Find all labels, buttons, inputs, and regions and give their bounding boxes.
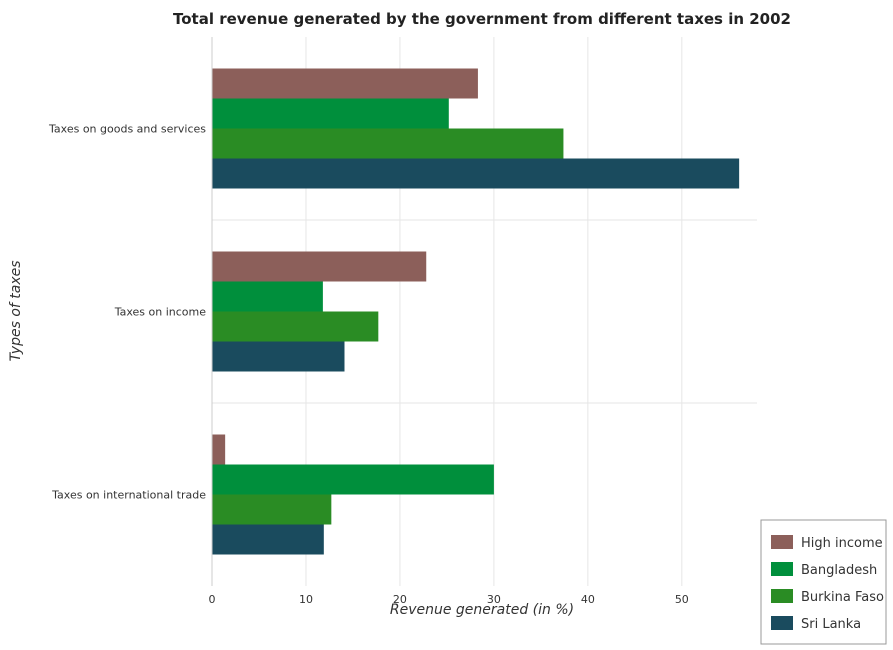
x-tick-label: 50: [675, 593, 689, 606]
legend-swatch: [771, 589, 793, 603]
bar-bangladesh: [212, 281, 323, 312]
legend-swatch: [771, 562, 793, 576]
x-axis-ticks: 0 10 20 30 40 50: [209, 593, 689, 606]
bar-burkina-faso: [212, 311, 379, 342]
bar-bangladesh: [212, 98, 449, 129]
y-category-label: Taxes on income: [114, 306, 207, 319]
x-axis-label: Revenue generated (in %): [390, 602, 574, 618]
bar-sri-lanka: [212, 341, 345, 372]
legend-label: Bangladesh: [801, 563, 877, 578]
bar-high-income: [212, 434, 226, 465]
legend-swatch: [771, 535, 793, 549]
bar-sri-lanka: [212, 524, 324, 555]
bar-sri-lanka: [212, 158, 740, 189]
legend-label: Sri Lanka: [801, 617, 861, 632]
chart-title: Total revenue generated by the governmen…: [173, 10, 791, 28]
legend-swatch: [771, 616, 793, 630]
bars: [212, 68, 740, 555]
legend-label: Burkina Faso: [801, 590, 884, 605]
bar-bangladesh: [212, 464, 494, 495]
x-tick-label: 10: [299, 593, 313, 606]
legend: High income Bangladesh Burkina Faso Sri Lan…: [760, 519, 887, 645]
y-axis-categories: Taxes on goods and services Taxes on inco…: [48, 123, 206, 502]
x-tick-label: 20: [393, 593, 407, 606]
x-tick-label: 30: [487, 593, 501, 606]
x-tick-label: 0: [209, 593, 216, 606]
bar-burkina-faso: [212, 128, 564, 159]
x-tick-label: 40: [581, 593, 595, 606]
bar-high-income: [212, 251, 427, 282]
legend-label: High income: [801, 536, 883, 551]
bar-burkina-faso: [212, 494, 332, 525]
bar-high-income: [212, 68, 478, 99]
y-category-label: Taxes on goods and services: [48, 123, 206, 136]
y-axis-label: Types of taxes: [8, 260, 24, 361]
y-category-label: Taxes on international trade: [51, 489, 206, 502]
